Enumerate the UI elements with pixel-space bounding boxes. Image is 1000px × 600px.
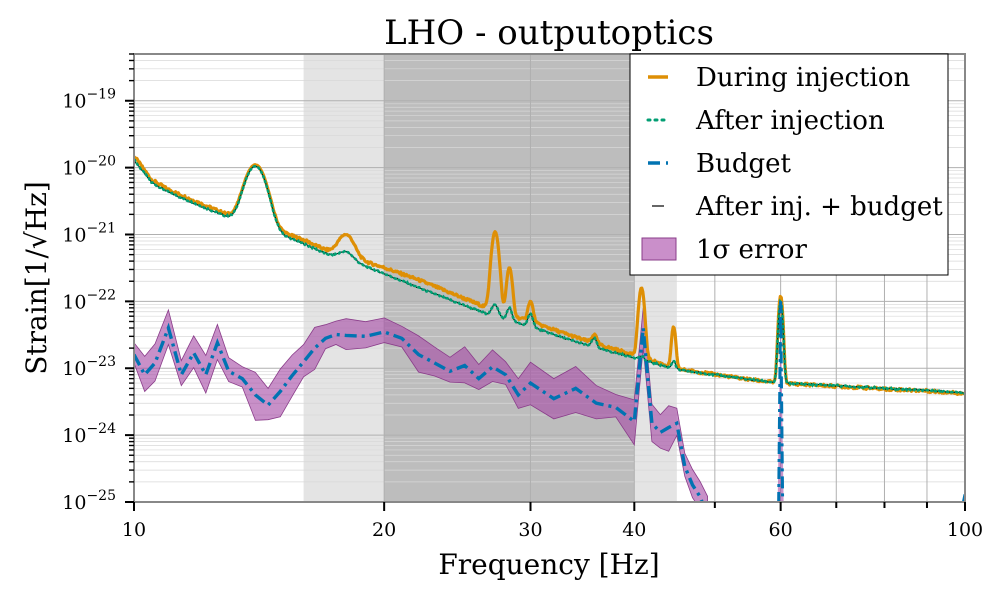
legend-swatch	[641, 237, 677, 261]
series-budget	[134, 322, 704, 502]
y-tick-label: 10−20	[62, 154, 116, 180]
series-after-injection	[134, 158, 965, 395]
x-tick-label: 20	[372, 519, 396, 541]
legend-entry: After injection	[646, 106, 885, 136]
x-axis-label: Frequency [Hz]	[438, 548, 659, 581]
legend-entry: 1σ error	[641, 235, 807, 265]
y-tick-label: 10−21	[62, 220, 116, 246]
legend-entry: Budget	[648, 149, 792, 179]
shaded-region-1	[384, 54, 635, 502]
legend-label: Budget	[696, 149, 792, 179]
legend-label: After injection	[695, 106, 885, 136]
y-tick-label: 10−19	[62, 87, 116, 113]
legend: During injection After injection Budget Aft…	[629, 53, 949, 276]
x-tick-label: 60	[769, 519, 793, 541]
x-tick-label: 100	[947, 519, 983, 541]
legend-entry: During injection	[648, 63, 910, 93]
y-tick-label: 10−25	[62, 488, 116, 514]
y-tick-labels: 10−25 10−24 10−23 10−22 10−21 10−20 10−19	[62, 87, 116, 514]
series-layer	[134, 155, 965, 502]
x-tick-label: 40	[622, 519, 646, 541]
x-tick-label: 30	[518, 519, 542, 541]
x-tick-labels: 10 20 30 40 60 100	[122, 519, 983, 541]
y-tick-label: 10−23	[62, 354, 116, 380]
chart-title: LHO - outputoptics	[384, 13, 714, 53]
legend-label: After inj. + budget	[695, 192, 943, 222]
legend-entry: After inj. + budget	[652, 192, 943, 222]
tick-marks	[125, 53, 966, 511]
x-tick-label: 10	[122, 519, 146, 541]
plot-frame	[133, 53, 966, 503]
y-tick-label: 10−24	[62, 421, 116, 447]
legend-box	[629, 53, 949, 276]
y-tick-label: 10−22	[62, 287, 116, 313]
error-band	[134, 308, 708, 502]
budget-spike-down	[779, 301, 785, 502]
legend-label: 1σ error	[696, 235, 807, 265]
legend-label: During injection	[696, 63, 910, 93]
y-axis-label: Strain[1/√Hz]	[20, 181, 53, 375]
